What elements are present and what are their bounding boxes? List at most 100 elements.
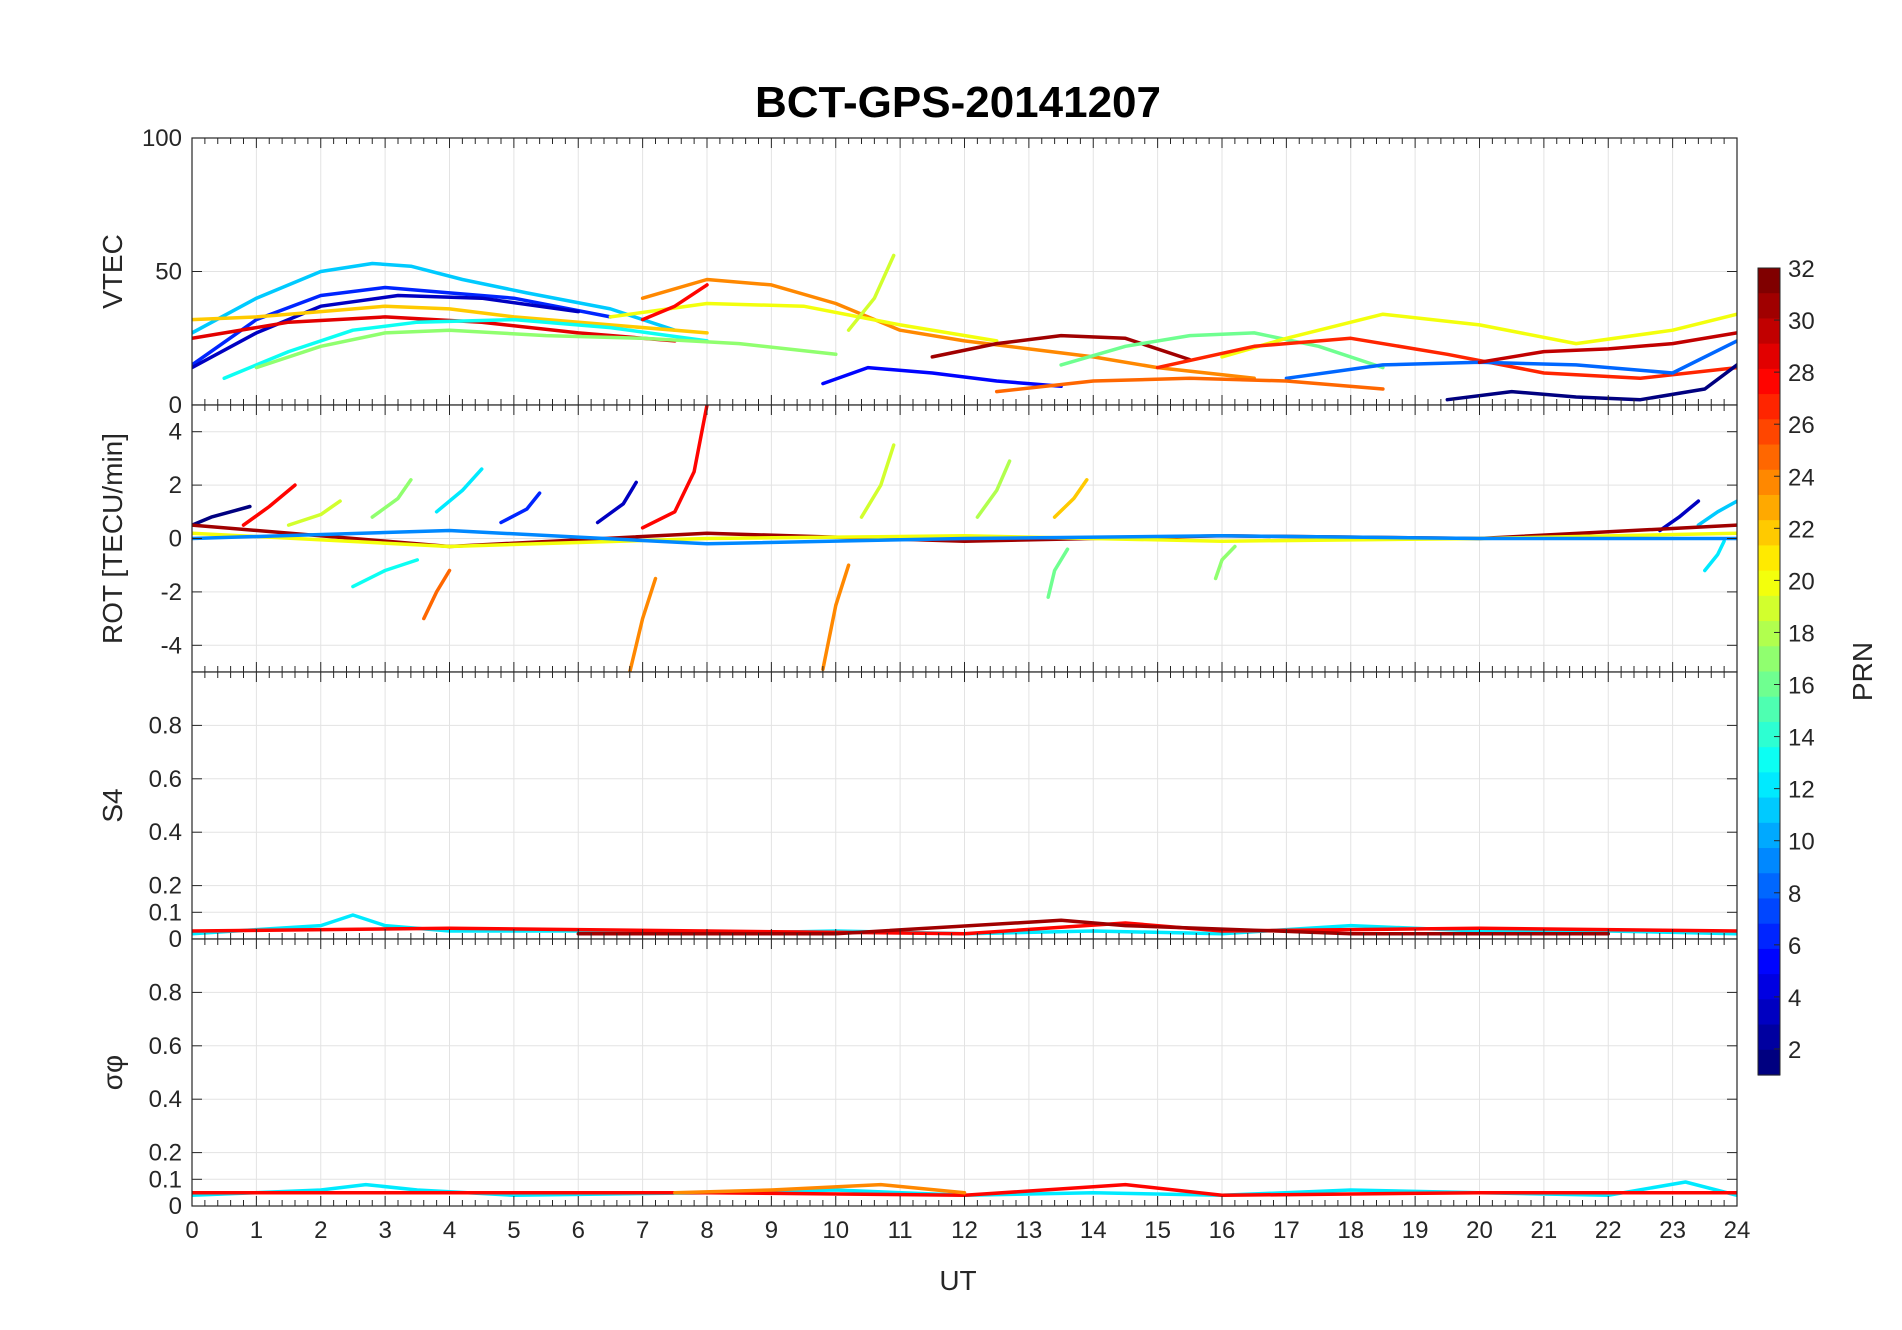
colorbar-label: PRN bbox=[1847, 642, 1878, 701]
colorbar-segment bbox=[1758, 1024, 1780, 1051]
colorbar-tick-label: 26 bbox=[1788, 412, 1815, 439]
colorbar-tick-label: 8 bbox=[1788, 881, 1801, 908]
x-tick-label: 18 bbox=[1337, 1217, 1364, 1244]
colorbar-segment bbox=[1758, 797, 1780, 824]
y-tick-label: 0 bbox=[169, 526, 182, 553]
x-tick-label: 4 bbox=[443, 1217, 456, 1244]
y-tick-label: 0.8 bbox=[149, 979, 182, 1006]
series-line-prn-19 bbox=[846, 253, 896, 332]
y-tick-label: 4 bbox=[169, 419, 182, 446]
series-line-prn-24 bbox=[821, 563, 851, 672]
series-line-prn-12 bbox=[1703, 539, 1726, 573]
series-line-prn-6 bbox=[192, 285, 613, 367]
series-line-prn-24 bbox=[640, 277, 1256, 381]
series-line-prn-3 bbox=[595, 480, 638, 525]
x-tick-label: 10 bbox=[822, 1217, 849, 1244]
series-line-prn-27 bbox=[1155, 336, 1737, 381]
colorbar-tick-label: 28 bbox=[1788, 360, 1815, 387]
series-line-prn-29 bbox=[192, 315, 677, 343]
x-axis-label: UT bbox=[939, 1265, 976, 1296]
colorbar-segment bbox=[1758, 948, 1780, 975]
y-tick-label: 0.2 bbox=[149, 1140, 182, 1167]
colorbar-segment bbox=[1758, 696, 1780, 723]
colorbar-segment bbox=[1758, 646, 1780, 673]
colorbar-segment bbox=[1758, 595, 1780, 622]
x-tick-label: 9 bbox=[765, 1217, 778, 1244]
colorbar-tick-label: 32 bbox=[1788, 256, 1815, 283]
series-line-prn-28 bbox=[640, 283, 709, 322]
y-tick-label: 50 bbox=[155, 259, 182, 286]
y-tick-label: 100 bbox=[142, 125, 182, 152]
x-tick-label: 7 bbox=[636, 1217, 649, 1244]
colorbar-tick-label: 30 bbox=[1788, 308, 1815, 335]
panel-sigma_phi: 00.10.20.40.60.80 1 2 3 4 5 6 7 8 9 10 11 12 13 14 15 16… bbox=[97, 938, 1751, 1244]
x-tick-label: 3 bbox=[378, 1217, 391, 1244]
colorbar-tick-label: 24 bbox=[1788, 464, 1815, 491]
series-line-prn-11 bbox=[1696, 499, 1737, 527]
series-line-prn-1 bbox=[192, 504, 252, 527]
panel-rot: -4 -2 0 2 4 ROT [TECU/min] bbox=[97, 404, 1738, 673]
series-line-prn-28 bbox=[192, 1182, 1737, 1198]
x-tick-label: 14 bbox=[1080, 1217, 1107, 1244]
series-line-prn-5 bbox=[821, 365, 1063, 389]
colorbar-segment bbox=[1758, 822, 1780, 849]
x-tick-label: 23 bbox=[1659, 1217, 1686, 1244]
x-tick-label: 21 bbox=[1531, 1217, 1558, 1244]
colorbar-segment bbox=[1758, 293, 1780, 320]
colorbar-segment bbox=[1758, 848, 1780, 874]
colorbar-tick-label: 6 bbox=[1788, 933, 1801, 960]
series-line-prn-22 bbox=[1052, 478, 1089, 519]
series-line-prn-3 bbox=[1658, 499, 1701, 533]
colorbar-segment bbox=[1758, 444, 1780, 471]
series-line-prn-17 bbox=[370, 478, 413, 519]
x-tick-label: 22 bbox=[1595, 1217, 1622, 1244]
colorbar-segment bbox=[1758, 494, 1780, 521]
colorbar-tick-label: 22 bbox=[1788, 516, 1815, 543]
colorbar-tick-label: 14 bbox=[1788, 725, 1815, 752]
colorbar-tick-label: 18 bbox=[1788, 620, 1815, 647]
colorbar-tick-label: 2 bbox=[1788, 1037, 1801, 1064]
colorbar-tick-label: 16 bbox=[1788, 673, 1815, 700]
x-tick-label: 15 bbox=[1144, 1217, 1171, 1244]
series-line-prn-16 bbox=[1059, 331, 1385, 370]
series-line-prn-17 bbox=[254, 328, 838, 370]
series-line-prn-17 bbox=[1213, 544, 1237, 581]
colorbar-segment bbox=[1758, 621, 1780, 647]
series-line-prn-20 bbox=[1220, 312, 1737, 359]
series-group bbox=[192, 405, 1737, 672]
series-line-prn-18 bbox=[975, 459, 1012, 519]
colorbar-segment bbox=[1758, 721, 1780, 748]
chart-title: BCT-GPS-20141207 bbox=[755, 78, 1161, 127]
x-tick-label: 1 bbox=[250, 1217, 263, 1244]
colorbar-tick-label: 12 bbox=[1788, 777, 1815, 804]
series-line-prn-6 bbox=[499, 491, 542, 525]
series-line-prn-19 bbox=[859, 443, 896, 519]
x-tick-label: 24 bbox=[1724, 1217, 1751, 1244]
x-tick-label: 20 bbox=[1466, 1217, 1493, 1244]
y-tick-label: -4 bbox=[161, 632, 182, 659]
y-axis-label: ROT [TECU/min] bbox=[97, 433, 128, 644]
series-line-prn-13 bbox=[351, 558, 420, 589]
series-line-prn-28 bbox=[640, 405, 709, 530]
colorbar-segment bbox=[1758, 570, 1780, 597]
series-line-prn-9 bbox=[192, 528, 1737, 546]
series-line-prn-8 bbox=[1284, 339, 1737, 381]
series-line-prn-19 bbox=[286, 499, 342, 527]
x-tick-label: 17 bbox=[1273, 1217, 1300, 1244]
y-tick-label: 0.1 bbox=[149, 899, 182, 926]
x-tick-label: 13 bbox=[1016, 1217, 1043, 1244]
colorbar-segment bbox=[1758, 343, 1780, 370]
x-tick-label: 2 bbox=[314, 1217, 327, 1244]
colorbar-segment bbox=[1758, 1049, 1780, 1076]
colorbar-segment bbox=[1758, 469, 1780, 496]
y-tick-label: 0.2 bbox=[149, 873, 182, 900]
series-line-prn-25 bbox=[994, 376, 1385, 394]
x-tick-label: 19 bbox=[1402, 1217, 1429, 1244]
x-tick-label: 12 bbox=[951, 1217, 978, 1244]
colorbar-segment bbox=[1758, 999, 1780, 1026]
y-tick-label: 0.1 bbox=[149, 1166, 182, 1193]
y-tick-label: 0 bbox=[169, 926, 182, 953]
x-tick-label: 11 bbox=[888, 1217, 913, 1244]
y-tick-label: 0.6 bbox=[149, 766, 182, 793]
colorbar-segment bbox=[1758, 268, 1780, 294]
